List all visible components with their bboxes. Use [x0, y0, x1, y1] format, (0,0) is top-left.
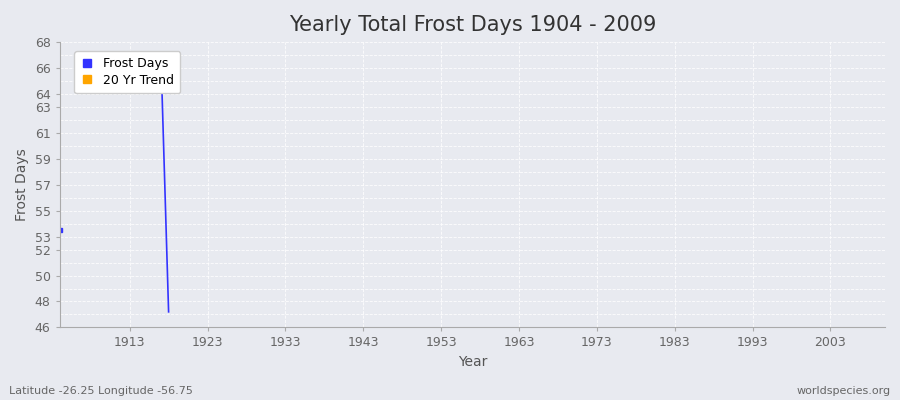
Legend: Frost Days, 20 Yr Trend: Frost Days, 20 Yr Trend — [74, 51, 180, 94]
Title: Yearly Total Frost Days 1904 - 2009: Yearly Total Frost Days 1904 - 2009 — [289, 15, 656, 35]
X-axis label: Year: Year — [457, 355, 487, 369]
Y-axis label: Frost Days: Frost Days — [15, 148, 29, 221]
Text: worldspecies.org: worldspecies.org — [796, 386, 891, 396]
Text: Latitude -26.25 Longitude -56.75: Latitude -26.25 Longitude -56.75 — [9, 386, 193, 396]
